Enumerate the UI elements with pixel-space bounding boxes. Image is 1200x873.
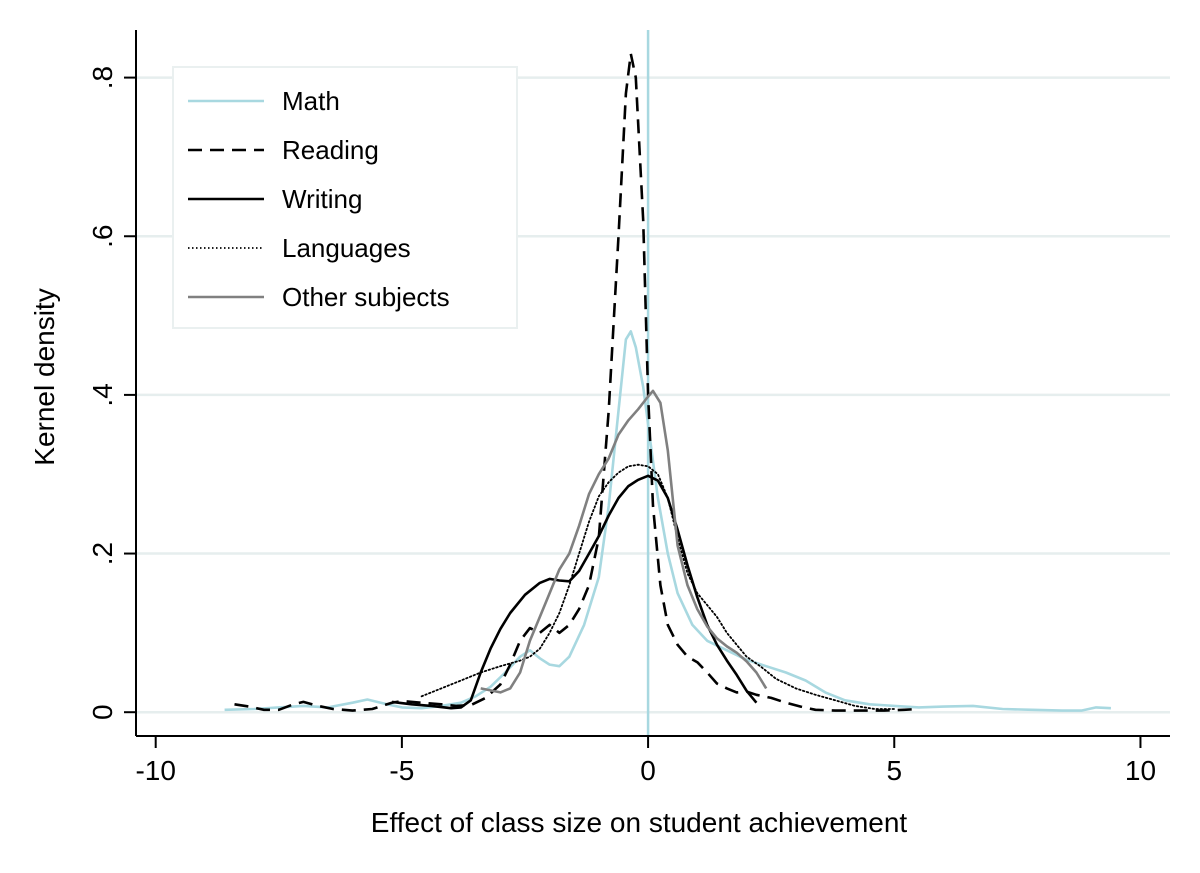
legend-label-math: Math bbox=[282, 86, 340, 116]
y-tick-label: 0 bbox=[87, 704, 118, 720]
y-tick-label: .6 bbox=[87, 225, 118, 248]
x-tick-label: 5 bbox=[886, 755, 902, 786]
series-line-writing bbox=[391, 474, 758, 710]
x-tick-label: -5 bbox=[389, 755, 414, 786]
y-tick-label: .2 bbox=[87, 542, 118, 565]
axes: -10 -5 0 5 10 0 .2 .4 .6 .8 Effect of class size o… bbox=[29, 30, 1170, 838]
legend-label-languages: Languages bbox=[282, 233, 411, 263]
legend-box bbox=[172, 66, 518, 329]
legend: Math Reading Writing Languages Other subject… bbox=[172, 66, 518, 329]
y-tick-label: .8 bbox=[87, 66, 118, 89]
legend-label-writing: Writing bbox=[282, 184, 362, 214]
y-axis-title: Kernel density bbox=[29, 288, 60, 465]
x-tick-label: 0 bbox=[640, 755, 656, 786]
series-line-reading bbox=[234, 52, 919, 712]
series-lines bbox=[224, 52, 1111, 712]
series-line-other-subjects bbox=[480, 389, 768, 694]
legend-label-other-subjects: Other subjects bbox=[282, 282, 450, 312]
series-line-languages bbox=[420, 463, 896, 710]
series-line-math bbox=[224, 330, 1111, 712]
legend-label-reading: Reading bbox=[282, 135, 379, 165]
y-tick-label: .4 bbox=[87, 383, 118, 406]
x-axis-title: Effect of class size on student achievem… bbox=[371, 807, 908, 838]
x-tick-label: -10 bbox=[135, 755, 175, 786]
x-tick-label: 10 bbox=[1125, 755, 1156, 786]
